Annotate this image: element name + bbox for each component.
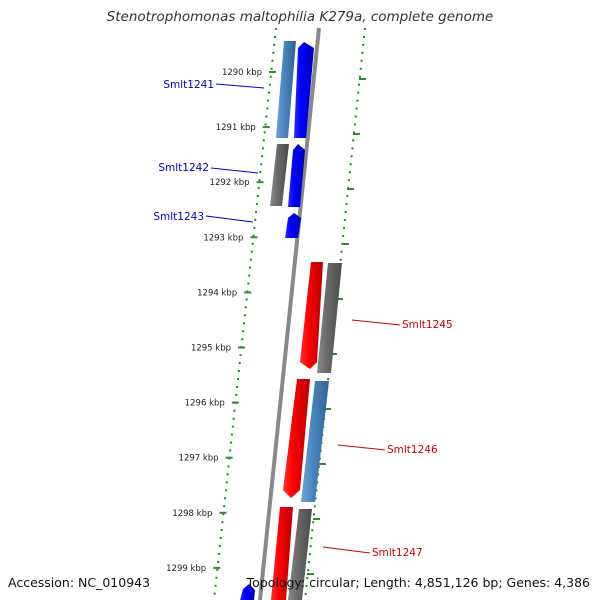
scale-tick: 1297 kbp [179,454,233,464]
gene-label-smlt1243[interactable]: Smlt1243 [153,211,254,223]
gene-label-text: Smlt1246 [387,444,438,456]
scale-tick: 1293 kbp [203,233,258,243]
scale-tick-label: 1291 kbp [216,123,256,133]
scale-tick-label: 1297 kbp [179,454,219,464]
gene-label-smlt1242[interactable]: Smlt1242 [158,162,259,174]
map-title: Stenotrophomonas maltophilia K279a, comp… [106,9,494,25]
scale-tick-label: 1299 kbp [166,564,206,574]
gene-label-smlt1246[interactable]: Smlt1246 [337,444,438,456]
scale-tick: 1296 kbp [185,399,239,409]
gene-label-smlt1241[interactable]: Smlt1241 [163,79,265,91]
cds-smlt1246 [283,379,310,498]
scale-tick-label: 1298 kbp [172,509,212,519]
gene-label-text: Smlt1247 [372,547,423,559]
scale-tick: 1291 kbp [216,123,270,133]
scale-tick: 1299 kbp [166,564,221,574]
gc-dots-left [213,27,277,600]
blast-hit-grey-3 [288,509,312,600]
scale-tick-label: 1293 kbp [203,233,243,243]
scale-tick: 1295 kbp [191,344,245,354]
scale-tick-label: 1292 kbp [210,178,250,188]
gene-label-smlt1245[interactable]: Smlt1245 [351,319,453,331]
scale-tick: 1298 kbp [172,509,227,519]
gene-label-text: Smlt1243 [153,211,204,223]
cds-smlt1242 [288,144,305,207]
blast-hit-blue-2 [301,381,329,502]
gene-label-text: Smlt1245 [402,319,453,331]
accession-text: Accession: NC_010943 [8,575,151,590]
minor-tick-marks-right [307,78,366,575]
scale-tick: 1294 kbp [197,288,252,298]
cds-smlt1243 [285,213,301,238]
scale-tick: 1292 kbp [210,178,264,188]
scale-tick-label: 1295 kbp [191,344,231,354]
blast-hit-grey-1 [270,144,289,206]
blast-hit-blue-1 [276,41,296,138]
scale-tick-label: 1296 kbp [185,399,225,409]
cds-smlt1247 [271,507,293,600]
scale-tick: 1290 kbp [222,68,276,78]
gene-label-text: Smlt1241 [163,79,214,91]
scale-ticks: 1290 kbp 1291 kbp 1292 kbp 1293 kbp 1294 kbp… [166,68,276,574]
backbone-line [258,27,321,600]
genome-summary-text: Topology: circular; Length: 4,851,126 bp… [246,575,590,590]
scale-tick-label: 1294 kbp [197,288,237,298]
scale-tick-label: 1290 kbp [222,68,262,78]
cds-smlt1241 [294,42,314,138]
gene-label-smlt1247[interactable]: Smlt1247 [322,546,423,559]
gene-label-text: Smlt1242 [158,162,209,174]
cds-partial-bottom [240,584,255,600]
cds-smlt1245 [300,262,323,369]
blast-hit-grey-2 [317,263,342,373]
